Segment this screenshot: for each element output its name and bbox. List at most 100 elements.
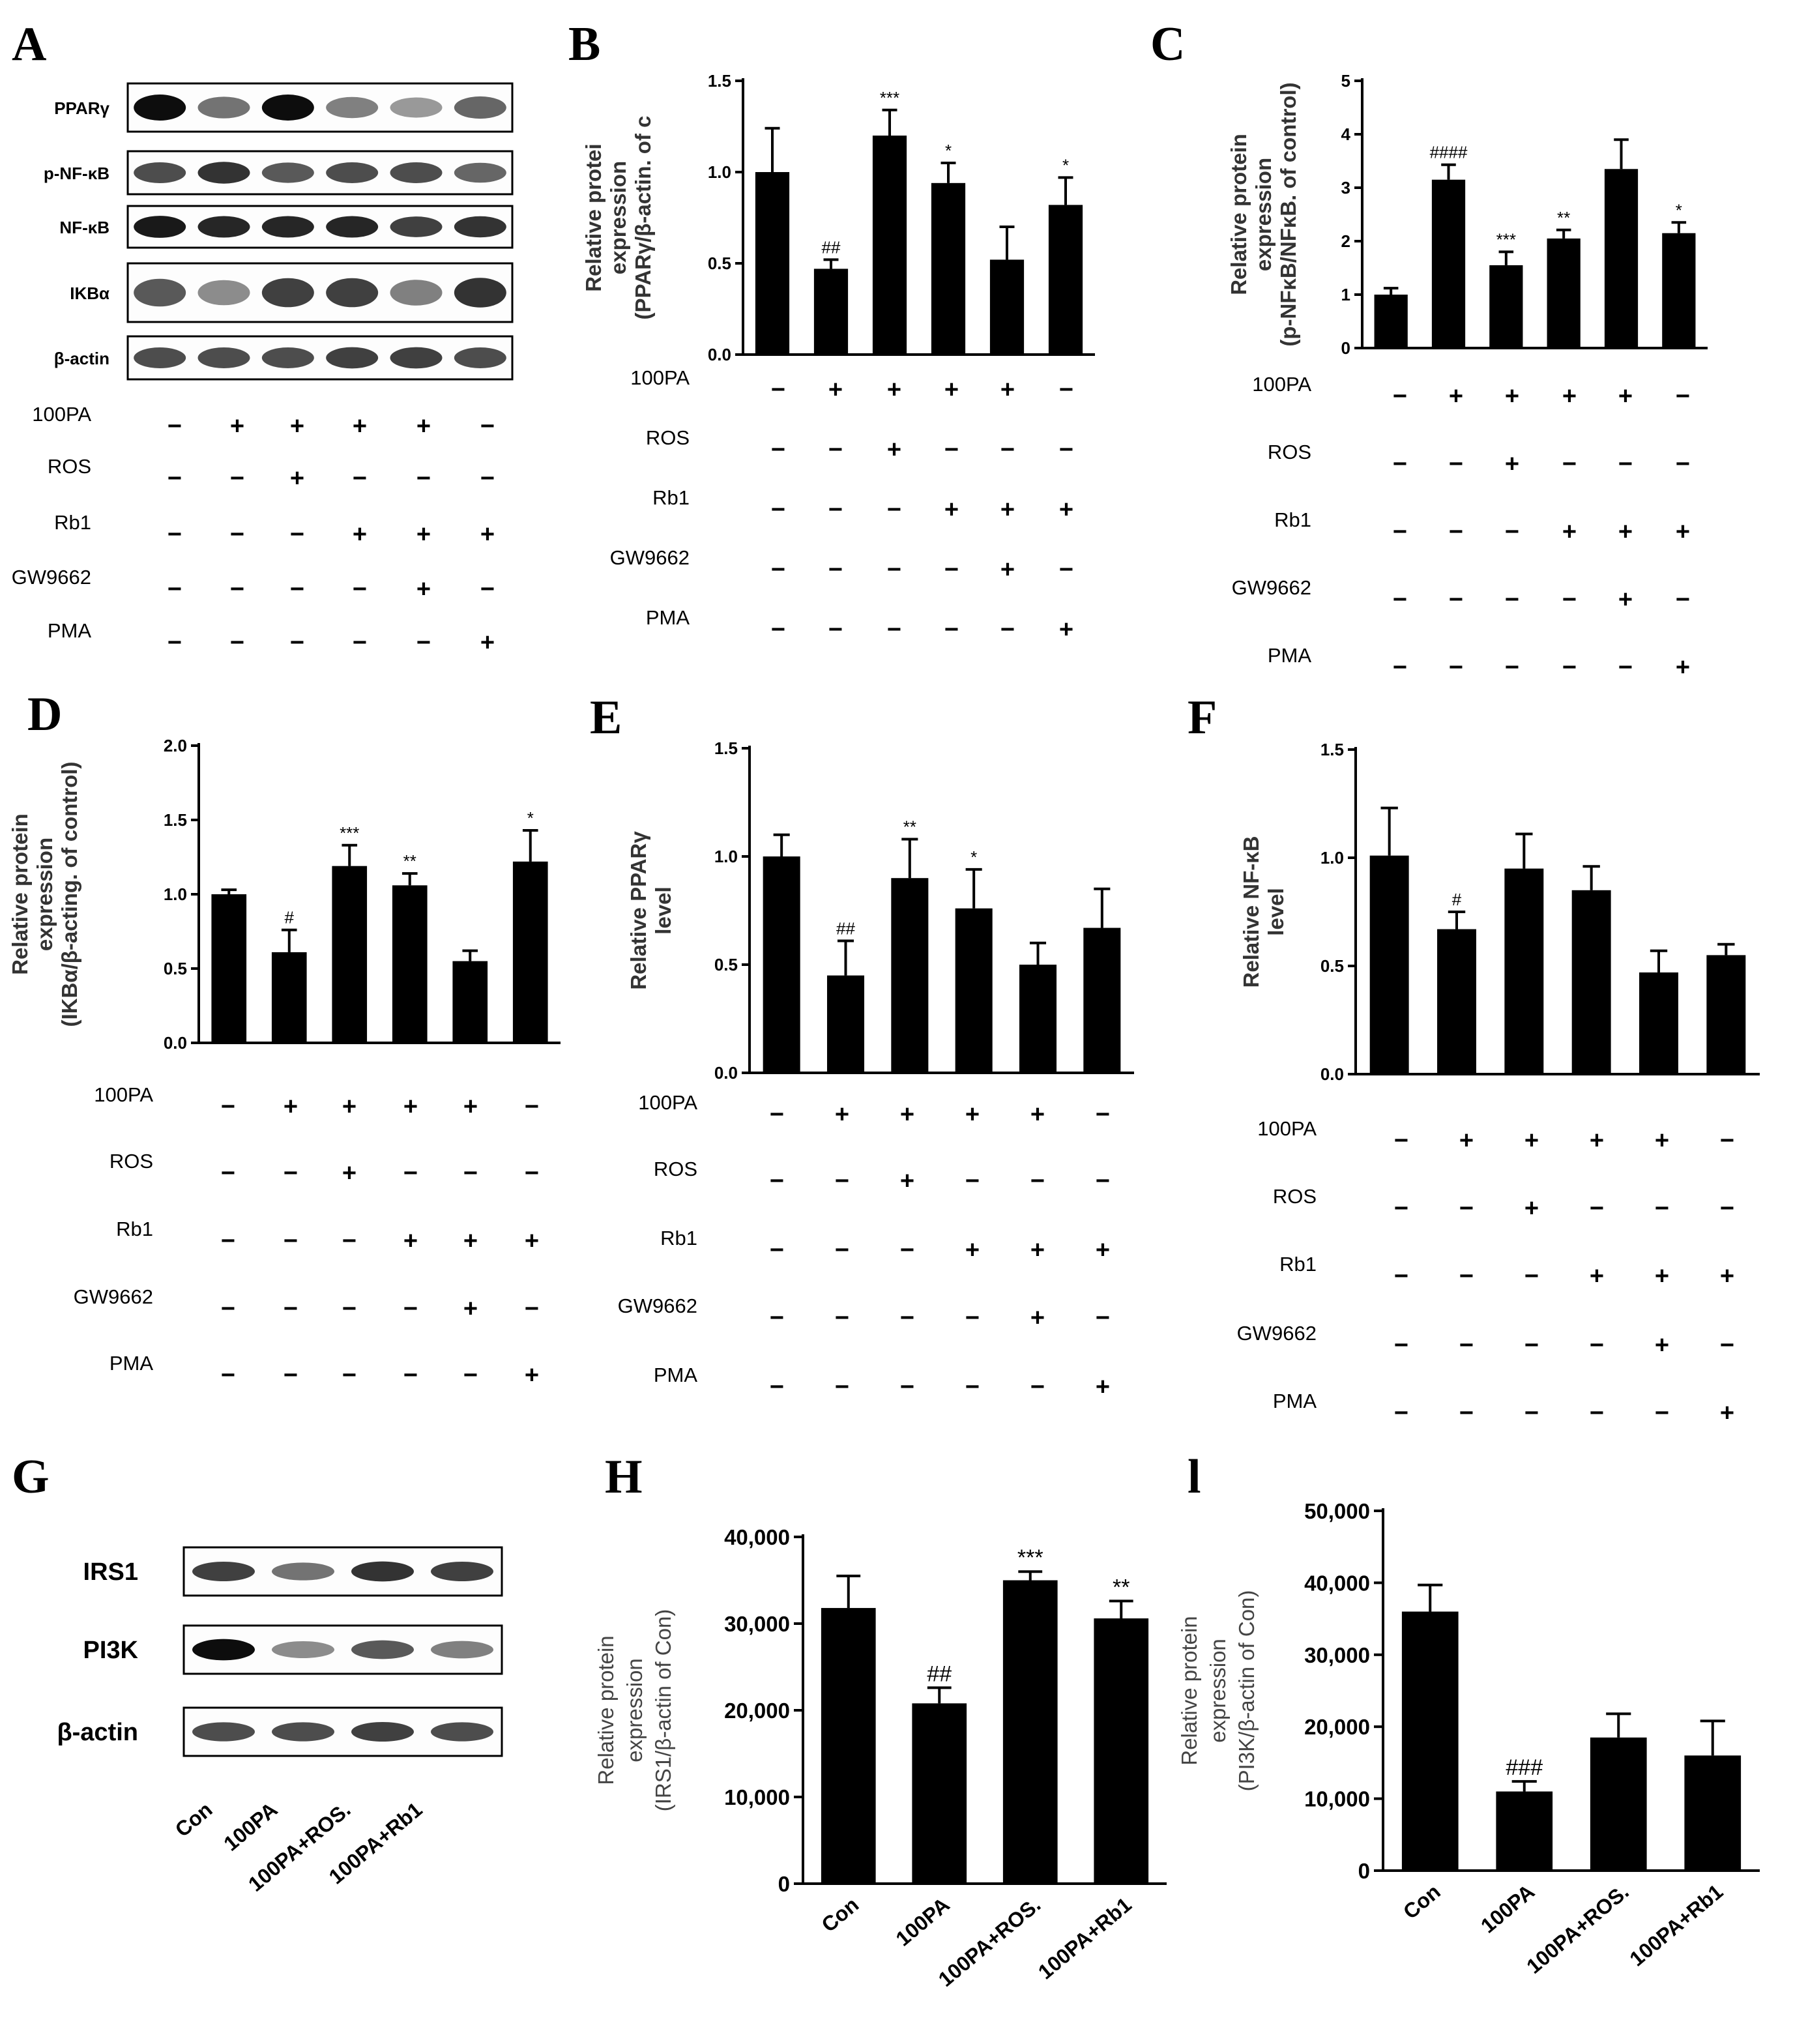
treatment-sign: − — [1618, 654, 1633, 681]
treatment-sign: − — [1000, 436, 1015, 463]
treatment-sign: − — [353, 465, 367, 492]
treatment-sign: + — [900, 1167, 914, 1195]
treatment-sign: − — [353, 576, 367, 603]
treatment-sign: − — [403, 1295, 418, 1322]
treatment-sign: − — [221, 1227, 235, 1255]
blot-band — [326, 96, 379, 119]
treatment-sign: − — [770, 1167, 784, 1195]
treatment-sign: − — [1459, 1263, 1474, 1290]
y-tick-label: 2 — [1341, 231, 1350, 251]
blot-label: β-actin — [54, 349, 109, 368]
treatment-sign: + — [1590, 1263, 1604, 1290]
bar — [1706, 955, 1746, 1074]
treatment-sign: − — [290, 521, 304, 548]
significance-label: ** — [1557, 208, 1570, 227]
treatment-sign: − — [403, 1362, 418, 1389]
treatment-sign: − — [1459, 1332, 1474, 1359]
treatment-sign: − — [1562, 586, 1577, 613]
treatment-sign: − — [887, 496, 901, 523]
treatment-sign: − — [1655, 1195, 1669, 1222]
treatment-sign: + — [1000, 556, 1015, 583]
category-label: 100PA+Rb1 — [1625, 1880, 1727, 1971]
treatment-sign: + — [944, 496, 959, 523]
treatment-sign: − — [290, 576, 304, 603]
significance-label: * — [1062, 155, 1069, 175]
blot-band — [134, 347, 186, 368]
treatment-sign: − — [1393, 586, 1407, 613]
treatment-sign: − — [284, 1362, 298, 1389]
treatment-sign: + — [835, 1101, 849, 1128]
category-label: 100PA — [1476, 1880, 1539, 1938]
treatment-sign: + — [342, 1093, 357, 1120]
y-tick-label: 0 — [1341, 338, 1350, 358]
panel-label-f: F — [1188, 691, 1217, 744]
blot-band — [197, 347, 250, 368]
y-axis-label: Relative proteinexpression(p-NFκB/NFκB. … — [1227, 82, 1300, 346]
y-axis-label: Relative NF-κBlevel — [1239, 836, 1288, 988]
significance-label: ## — [822, 237, 841, 257]
blot-band — [351, 1722, 414, 1742]
treatment-sign: − — [221, 1295, 235, 1322]
bar — [989, 259, 1025, 355]
blot-band — [390, 280, 443, 306]
bar — [1639, 972, 1678, 1074]
treatment-name: 100PA — [32, 403, 91, 426]
treatment-sign: − — [1000, 616, 1015, 643]
treatment-sign: − — [1449, 586, 1463, 613]
treatment-sign: − — [1505, 586, 1519, 613]
panel-label-g: G — [12, 1450, 50, 1504]
y-tick-label: 50,000 — [1304, 1499, 1370, 1523]
treatment-sign: − — [944, 436, 959, 463]
treatment-name: PMA — [109, 1352, 154, 1375]
treatment-sign: − — [168, 465, 182, 492]
significance-label: #### — [1430, 143, 1468, 162]
treatment-sign: − — [221, 1362, 235, 1389]
treatment-sign: + — [525, 1362, 539, 1389]
bar — [1662, 233, 1696, 348]
blot-band — [134, 278, 186, 307]
blot-band — [431, 1562, 493, 1581]
treatment-sign: − — [1393, 518, 1407, 546]
y-tick-label: 40,000 — [1304, 1571, 1370, 1595]
treatment-sign: − — [230, 576, 244, 603]
chart-h: 0 10,000 20,000 30,000 40,000 Relative protei… — [594, 1525, 1167, 1991]
treatment-sign: − — [770, 1101, 784, 1128]
treatment-sign: − — [1676, 450, 1690, 478]
treatment-sign: + — [1000, 496, 1015, 523]
treatment-sign: − — [168, 629, 182, 656]
treatment-sign: + — [1524, 1127, 1539, 1154]
y-tick-label: 0.0 — [714, 1063, 738, 1083]
treatment-sign: + — [353, 413, 367, 440]
treatment-sign: − — [1459, 1399, 1474, 1427]
treatment-sign: − — [480, 465, 495, 492]
panel-label-c: C — [1150, 18, 1185, 71]
treatment-sign: + — [1618, 383, 1633, 410]
treatment-sign: + — [1459, 1127, 1474, 1154]
treatment-sign: − — [1393, 654, 1407, 681]
y-tick-label: 0.0 — [1320, 1064, 1344, 1084]
treatment-sign: − — [416, 465, 431, 492]
treatment-sign: + — [1449, 383, 1463, 410]
y-tick-label: 3 — [1341, 178, 1350, 197]
bar — [1496, 1791, 1553, 1871]
treatment-sign: + — [1505, 383, 1519, 410]
treatment-sign: − — [284, 1227, 298, 1255]
y-tick-label: 10,000 — [1304, 1787, 1370, 1811]
treatment-sign: − — [525, 1295, 539, 1322]
y-tick-label: 0.0 — [164, 1033, 187, 1053]
y-tick-label: 0 — [1358, 1859, 1370, 1883]
treatment-sign: + — [284, 1093, 298, 1120]
treatment-name: Rb1 — [652, 486, 690, 509]
bar — [821, 1608, 876, 1884]
bar — [1590, 1737, 1647, 1871]
treatment-sign: − — [284, 1160, 298, 1187]
treatment-sign: − — [480, 576, 495, 603]
treatment-sign: − — [525, 1160, 539, 1187]
significance-label: ** — [1113, 1575, 1130, 1599]
y-tick-label: 1.0 — [164, 884, 187, 904]
treatment-name: 100PA — [1257, 1117, 1317, 1140]
y-tick-label: 0.5 — [714, 955, 738, 974]
y-tick-label: 1 — [1341, 285, 1350, 304]
treatment-sign: − — [1562, 450, 1577, 478]
